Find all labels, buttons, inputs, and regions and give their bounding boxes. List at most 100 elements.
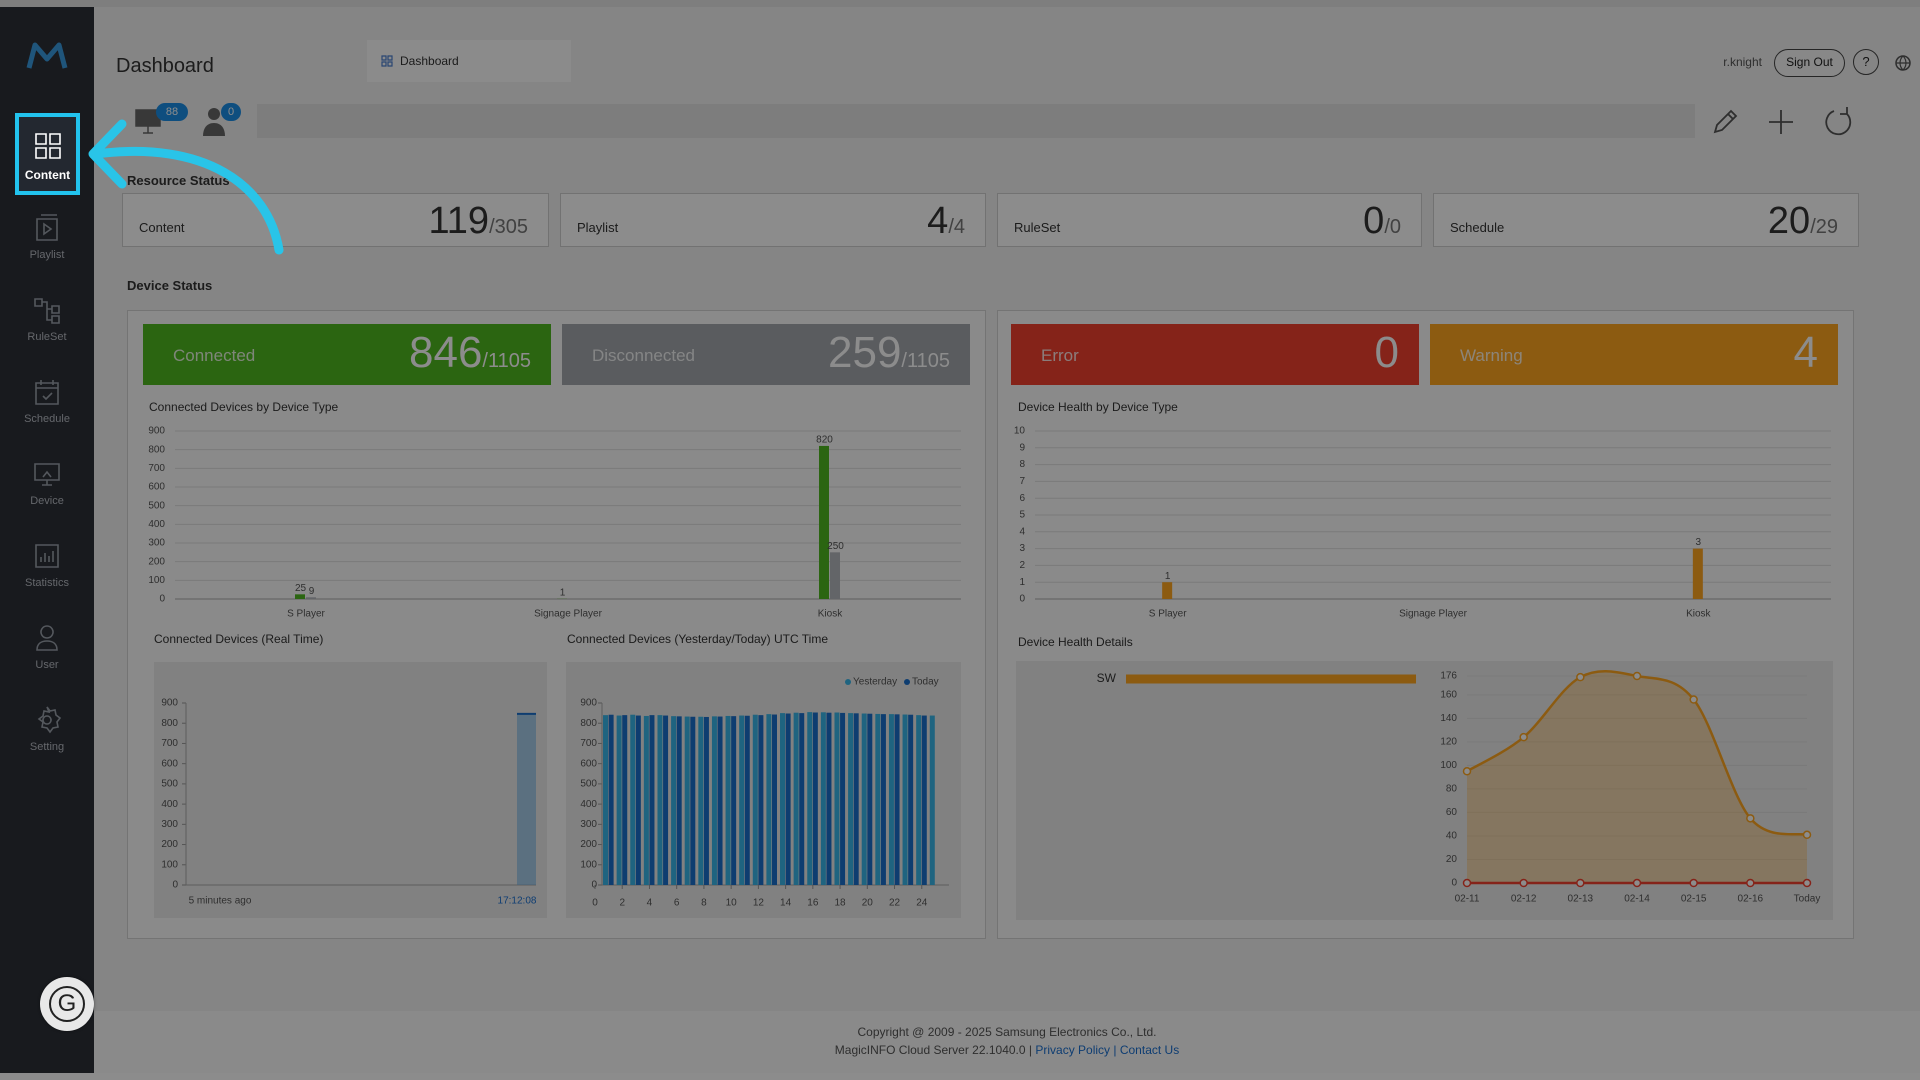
status-label: Disconnected — [592, 346, 696, 365]
status-count: 0 — [1374, 328, 1399, 377]
legend-dot — [904, 679, 910, 685]
category-label: SW — [1097, 671, 1117, 685]
bar — [916, 715, 922, 885]
sign-out-button[interactable]: Sign Out — [1774, 49, 1845, 77]
bar — [766, 714, 772, 885]
bar — [1126, 674, 1416, 684]
privacy-link[interactable]: Privacy Policy — [1035, 1043, 1111, 1057]
value-label: 1 — [560, 587, 566, 598]
x-tick-label: 02-13 — [1568, 894, 1594, 905]
nav-label: Statistics — [24, 577, 69, 589]
nav-icon-glyph — [36, 214, 58, 241]
nav-item[interactable]: User — [0, 605, 94, 687]
nav-item[interactable]: RuleSet — [0, 277, 94, 359]
logo — [26, 42, 68, 69]
refresh-icon[interactable] — [1825, 107, 1852, 136]
nav-icon — [36, 214, 58, 241]
x-tick-label: Kiosk — [818, 609, 843, 620]
x-tick-label: 2 — [619, 898, 625, 909]
nav-item[interactable]: Setting — [0, 687, 94, 769]
point — [1576, 878, 1585, 888]
globe-icon[interactable] — [1894, 54, 1912, 72]
resource-card[interactable]: RuleSet 0/0 — [997, 193, 1422, 247]
resource-count: 4 — [927, 200, 949, 242]
x-tick-label: 02-12 — [1511, 894, 1537, 905]
nav-item[interactable]: Device — [0, 441, 94, 523]
status-card[interactable]: Error 0 — [1011, 324, 1419, 385]
bar — [752, 714, 758, 885]
y-tick-label: 160 — [1440, 689, 1457, 700]
resource-count: 0 — [1363, 200, 1385, 242]
nav-label: Content — [24, 168, 71, 182]
resource-card[interactable]: Schedule 20/29 — [1433, 193, 1859, 247]
nav-item[interactable]: Schedule — [0, 359, 94, 441]
point — [1802, 878, 1812, 888]
point — [1802, 830, 1812, 840]
bar — [826, 712, 832, 885]
bar — [690, 716, 696, 885]
bar — [616, 715, 622, 885]
bar — [902, 714, 908, 885]
nav-item[interactable]: Playlist — [0, 195, 94, 277]
bar — [875, 713, 881, 885]
y-tick-label: 0 — [591, 880, 597, 891]
status-card[interactable]: Warning 4 — [1430, 324, 1838, 385]
user-icon[interactable] — [202, 106, 226, 138]
assistant-button[interactable]: G — [40, 977, 94, 1031]
resource-label: Schedule — [1450, 220, 1505, 235]
y-tick-label: 40 — [1446, 831, 1458, 842]
y-tick-label: 500 — [580, 779, 597, 790]
tab[interactable]: Dashboard — [367, 40, 571, 82]
device-badge: 88 — [156, 103, 188, 121]
resource-count: 119 — [428, 200, 490, 242]
bar — [840, 712, 846, 885]
add-icon[interactable] — [1769, 110, 1793, 134]
help-button[interactable]: ? — [1853, 49, 1879, 75]
resource-card[interactable]: Content 119/305 — [122, 193, 549, 247]
bar — [608, 714, 614, 885]
bar — [671, 716, 677, 885]
resource-total: /305 — [489, 216, 528, 238]
resource-label: RuleSet — [1014, 220, 1061, 235]
x-tick-label: 24 — [916, 898, 928, 909]
status-number: 4 — [1794, 328, 1818, 378]
resource-card[interactable]: Playlist 4/4 — [560, 193, 986, 247]
resource-number: 4/4 — [927, 200, 965, 243]
nav-label: Setting — [29, 741, 65, 753]
y-tick-label: 80 — [1446, 784, 1458, 795]
resource-label: Content — [139, 220, 185, 235]
bar — [725, 715, 731, 885]
value-label: 9 — [309, 586, 315, 597]
contact-link[interactable]: | Contact Us — [1113, 1043, 1180, 1057]
bar — [758, 715, 764, 885]
search-bar[interactable] — [257, 104, 1695, 138]
resource-count: 20 — [1767, 200, 1811, 242]
y-tick-label: 0 — [159, 594, 165, 605]
edit-icon[interactable] — [1713, 109, 1738, 134]
bar — [739, 715, 745, 885]
y-tick-label: 800 — [580, 718, 597, 729]
copyright: Copyright @ 2009 - 2025 Samsung Electron… — [857, 1025, 1157, 1039]
status-card[interactable]: Connected 846/1105 — [143, 324, 551, 385]
nav-icon — [37, 706, 62, 734]
nav-item[interactable]: Content — [15, 113, 80, 195]
x-tick-label: Today — [1794, 894, 1821, 905]
bar — [819, 445, 829, 599]
x-tick-label: 22 — [889, 898, 901, 909]
bar — [894, 714, 900, 885]
status-card[interactable]: Disconnected 259/1105 — [562, 324, 970, 385]
bar — [830, 552, 840, 599]
nav-item[interactable]: Statistics — [0, 523, 94, 605]
y-tick-label: 2 — [1019, 560, 1025, 571]
toolbar-actions — [1713, 107, 1852, 136]
y-tick-label: 200 — [580, 839, 597, 850]
nav-icon-glyph — [34, 133, 61, 159]
footer-links: MagicINFO Cloud Server 22.1040.0 | Priva… — [94, 1043, 1920, 1057]
y-tick-label: 300 — [161, 819, 178, 830]
realtime-panel — [154, 662, 547, 918]
device-icon[interactable] — [134, 104, 164, 138]
y-tick-label: 200 — [148, 556, 165, 567]
chart-title: Device Health by Device Type — [1018, 400, 1178, 414]
